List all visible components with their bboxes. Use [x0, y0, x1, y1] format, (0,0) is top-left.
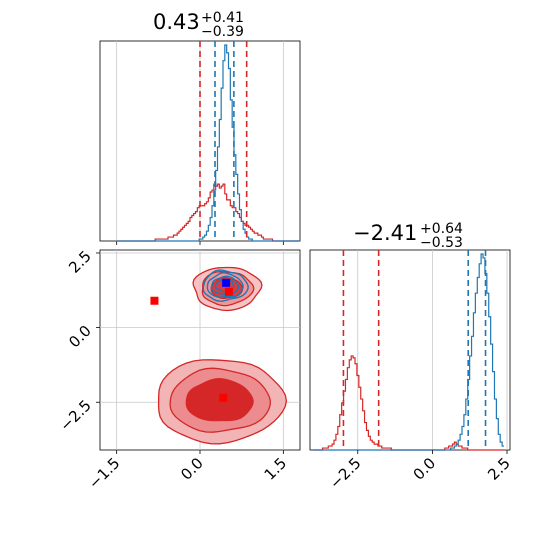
- title-p1-plus: +0.41: [201, 10, 244, 26]
- hist-p2-tick-label: −2.5: [326, 454, 364, 492]
- panel-joint: −1.5 0.0 1.5 −2.5 0.0 2.5: [56, 247, 301, 493]
- title-p1-value: 0.43: [153, 10, 200, 34]
- title-p2: −2.41 +0.64 −0.53: [353, 221, 463, 251]
- title-p1-minus: −0.39: [201, 24, 244, 40]
- contour-blue: [206, 272, 244, 298]
- marker-red: [219, 393, 228, 402]
- hist-p2-tick-label: 0.0: [410, 454, 440, 484]
- title-p2-plus: +0.64: [420, 221, 463, 237]
- title-p2-value: −2.41: [353, 221, 417, 245]
- marker-red: [150, 296, 159, 305]
- joint-x-tick-label: −1.5: [85, 454, 123, 492]
- joint-x-tick-label: 1.5: [261, 454, 291, 484]
- joint-x-tick-label: 0.0: [177, 454, 207, 484]
- joint-y-tick-label: 0.0: [65, 322, 95, 352]
- hist-p2-tick-label: 2.5: [484, 454, 514, 484]
- contour-blue: [202, 269, 249, 302]
- hist-p1-red: [116, 183, 300, 242]
- title-p1: 0.43 +0.41 −0.39: [153, 10, 244, 40]
- joint-y-tick-label: 2.5: [65, 247, 95, 277]
- marker-red: [224, 287, 233, 296]
- marker-blue: [222, 278, 231, 287]
- title-p2-minus: −0.53: [420, 235, 463, 251]
- joint-y-tick-label: −2.5: [56, 396, 94, 434]
- panel-hist-p1: 0.43 +0.41 −0.39: [99, 10, 301, 245]
- hist-p1-blue: [116, 44, 300, 242]
- panel-hist-p2: −2.5 0.0 2.5 −2.41 +0.64 −0.53: [309, 221, 514, 493]
- hist-p2-red: [312, 355, 505, 451]
- hist-p2-blue: [312, 253, 505, 451]
